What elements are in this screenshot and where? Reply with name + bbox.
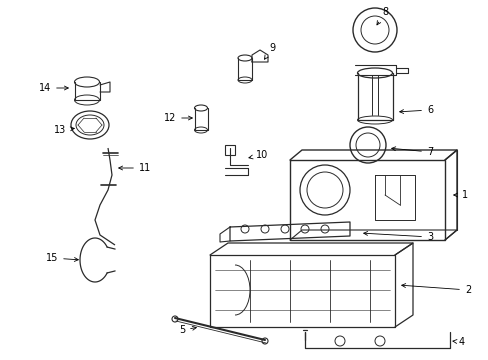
Bar	[224, 145, 235, 155]
Text: 14: 14	[39, 83, 68, 93]
Text: 9: 9	[264, 43, 274, 59]
Text: 12: 12	[163, 113, 192, 123]
Text: 8: 8	[376, 7, 387, 25]
Text: 6: 6	[399, 105, 432, 115]
Text: 11: 11	[119, 163, 151, 173]
Text: 1: 1	[453, 190, 467, 200]
Text: 15: 15	[46, 253, 78, 263]
Text: 3: 3	[363, 231, 432, 242]
Text: 2: 2	[401, 284, 470, 295]
Text: 7: 7	[391, 147, 432, 157]
Text: 10: 10	[248, 150, 267, 160]
Text: 4: 4	[452, 337, 464, 347]
Text: 13: 13	[54, 125, 74, 135]
Text: 5: 5	[179, 325, 196, 335]
